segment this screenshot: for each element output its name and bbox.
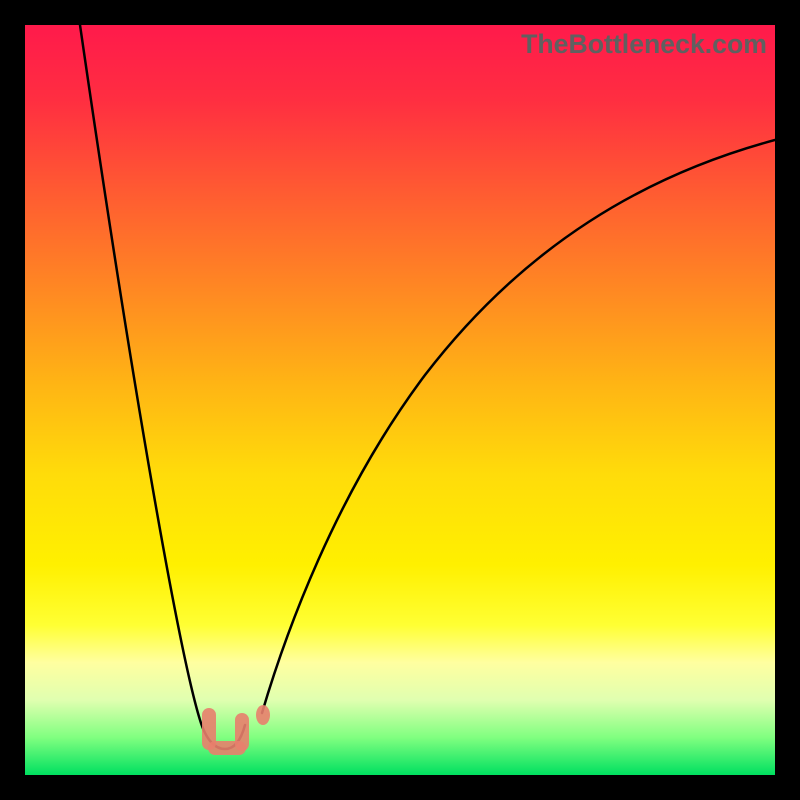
watermark-text: TheBottleneck.com xyxy=(521,29,767,60)
right-curve xyxy=(262,140,775,713)
curves-layer xyxy=(25,25,775,775)
chart-frame: TheBottleneck.com xyxy=(0,0,800,800)
marker-3 xyxy=(256,705,270,725)
left-curve xyxy=(80,25,245,749)
marker-group xyxy=(202,705,270,755)
plot-area: TheBottleneck.com xyxy=(25,25,775,775)
marker-2 xyxy=(235,713,249,751)
